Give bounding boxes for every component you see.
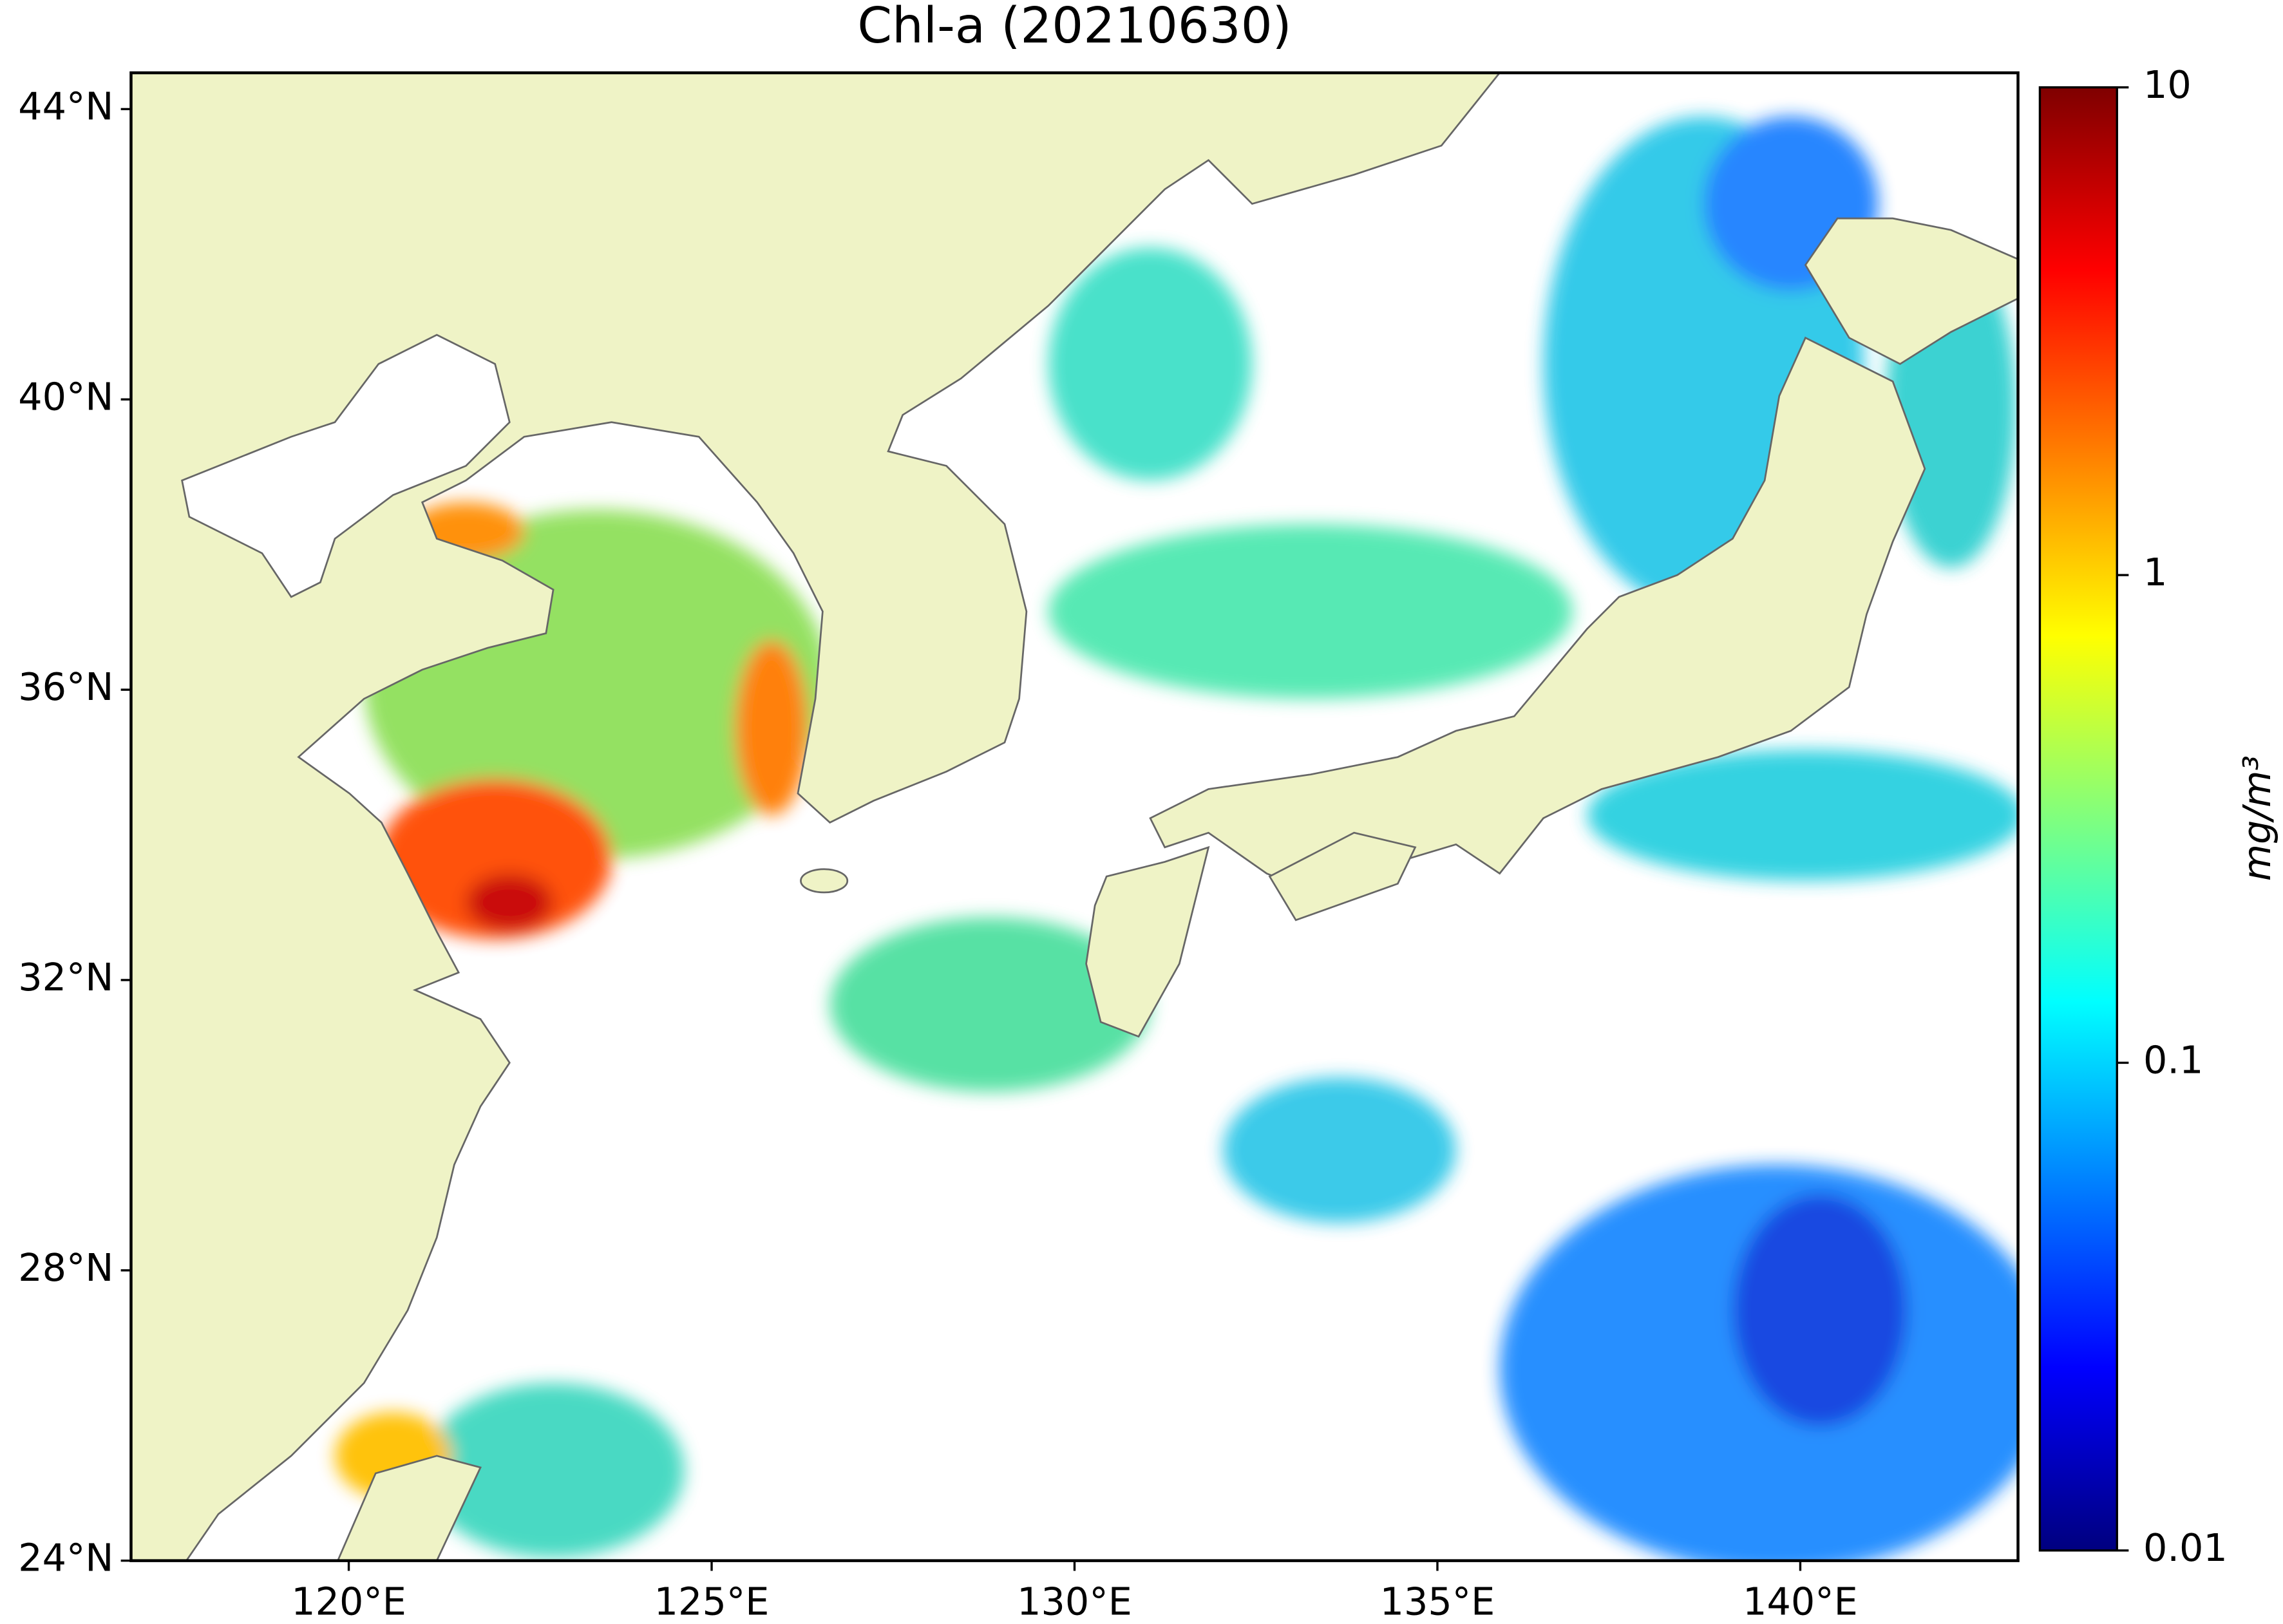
x-tick-label: 130°E [1017, 1580, 1132, 1624]
shikoku [1268, 831, 1417, 921]
chart-title: Chl-a (20210630) [857, 0, 1291, 55]
honshu [1149, 336, 1926, 892]
y-tick-label: 36°N [18, 665, 113, 709]
x-tick-label: 135°E [1380, 1580, 1495, 1624]
y-tick-label: 28°N [18, 1245, 113, 1290]
x-tick-label: 140°E [1743, 1580, 1858, 1624]
colorbar-tick-label: 1 [2143, 550, 2167, 594]
colorbar-tick-label: 0.01 [2143, 1525, 2228, 1570]
colorbar-label: mg/m³ [2235, 755, 2279, 881]
x-tick-label: 120°E [291, 1580, 406, 1624]
kyushu [1085, 845, 1210, 1038]
hokkaido [1804, 217, 2018, 365]
y-tick-label: 40°N [18, 374, 113, 419]
x-tick-label: 125°E [654, 1580, 770, 1624]
axes: 120°E 125°E 130°E 135°E 140°E 24°N 28°N 32°N 36°… [18, 62, 2228, 1624]
colorbar-tick-label: 10 [2143, 62, 2192, 107]
jeju [800, 868, 849, 894]
y-tick-label: 44°N [18, 84, 113, 129]
colorbar-tick-label: 0.1 [2143, 1038, 2203, 1082]
taiwan [337, 1455, 482, 1561]
mainland [131, 73, 1501, 1561]
colorbar [2038, 86, 2118, 1552]
map [131, 73, 2018, 1561]
y-tick-label: 24°N [18, 1536, 113, 1580]
y-tick-label: 32°N [18, 955, 113, 999]
chlorophyll-field [334, 116, 2018, 1561]
